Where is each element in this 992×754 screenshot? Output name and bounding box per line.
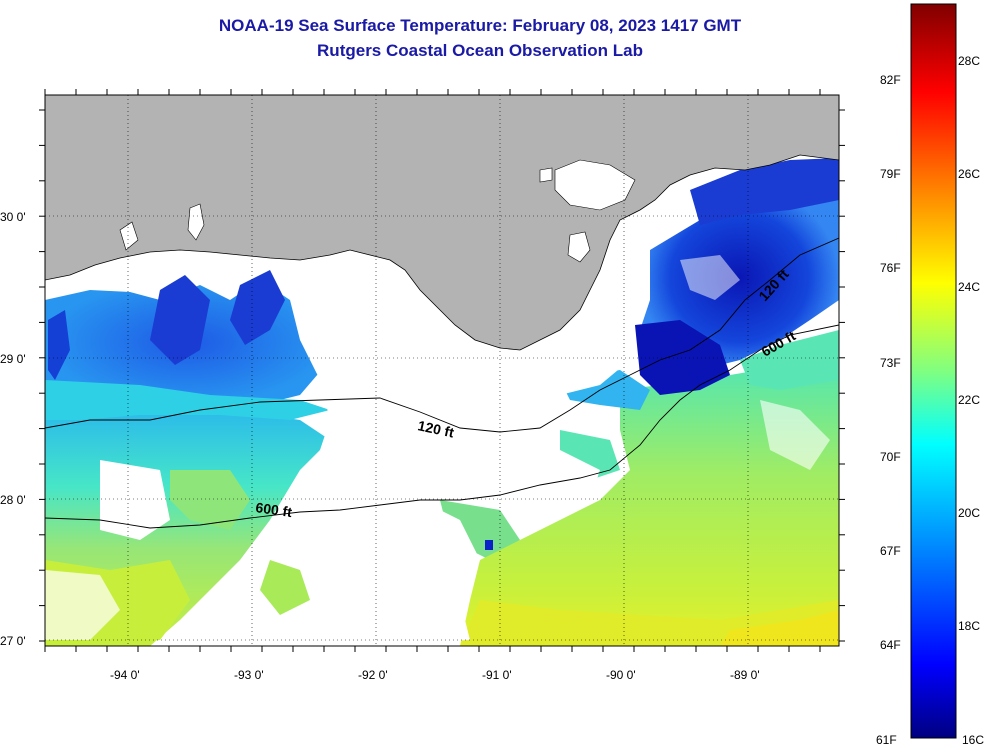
colorbar-gradient xyxy=(910,3,957,739)
colorbar-f-label: 73F xyxy=(880,356,901,370)
colorbar-f-label: 76F xyxy=(880,261,901,275)
lat-tick-label: 30 0' xyxy=(0,210,26,224)
colorbar-c-label: 24C xyxy=(958,280,980,294)
land-area xyxy=(45,95,839,351)
colorbar-c-label: 18C xyxy=(958,619,980,633)
colorbar-celsius-labels: 28C 26C 24C 22C 20C 18C 16C xyxy=(958,54,984,747)
coastal-lakes xyxy=(119,159,636,263)
axis-ticks xyxy=(39,89,845,652)
lat-tick-label: 28 0' xyxy=(0,493,26,507)
colorbar-f-label: 70F xyxy=(880,450,901,464)
lat-lon-grid xyxy=(45,95,839,646)
lon-tick-label: -94 0' xyxy=(110,668,140,682)
map-subtitle: Rutgers Coastal Ocean Observation Lab xyxy=(317,41,643,60)
isobath-120ft xyxy=(45,237,839,433)
colorbar-c-label: 28C xyxy=(958,54,980,68)
colorbar-c-label: 22C xyxy=(958,393,980,407)
isobath-label-120ft: 120 ft xyxy=(416,417,455,440)
lon-tick-label: -93 0' xyxy=(234,668,264,682)
colorbar: 82F 79F 76F 73F 70F 67F 64F 61F 28C 26C … xyxy=(876,3,984,747)
lon-tick-label: -92 0' xyxy=(358,668,388,682)
colorbar-f-label: 82F xyxy=(880,73,901,87)
lon-tick-label: -90 0' xyxy=(606,668,636,682)
colorbar-c-label: 26C xyxy=(958,167,980,181)
map-title: NOAA-19 Sea Surface Temperature: Februar… xyxy=(218,16,742,35)
map-frame xyxy=(44,94,840,647)
colorbar-f-label: 79F xyxy=(880,167,901,181)
map-area xyxy=(45,95,839,646)
sst-field xyxy=(45,158,839,646)
cloud-patches xyxy=(45,255,830,646)
colorbar-c-label: 16C xyxy=(962,733,984,747)
lon-tick-label: -91 0' xyxy=(482,668,512,682)
lon-tick-label: -89 0' xyxy=(730,668,760,682)
lat-tick-label: 29 0' xyxy=(0,352,26,366)
isobath-label-600ft: 600 ft xyxy=(255,499,294,520)
colorbar-f-label: 64F xyxy=(880,638,901,652)
isobath-600ft xyxy=(45,324,839,529)
colorbar-f-label: 67F xyxy=(880,544,901,558)
colorbar-fahrenheit-labels: 82F 79F 76F 73F 70F 67F 64F 61F xyxy=(876,73,901,747)
colorbar-c-label: 20C xyxy=(958,506,980,520)
colorbar-f-label: 61F xyxy=(876,733,897,747)
lat-tick-label: 27 0' xyxy=(0,634,26,648)
